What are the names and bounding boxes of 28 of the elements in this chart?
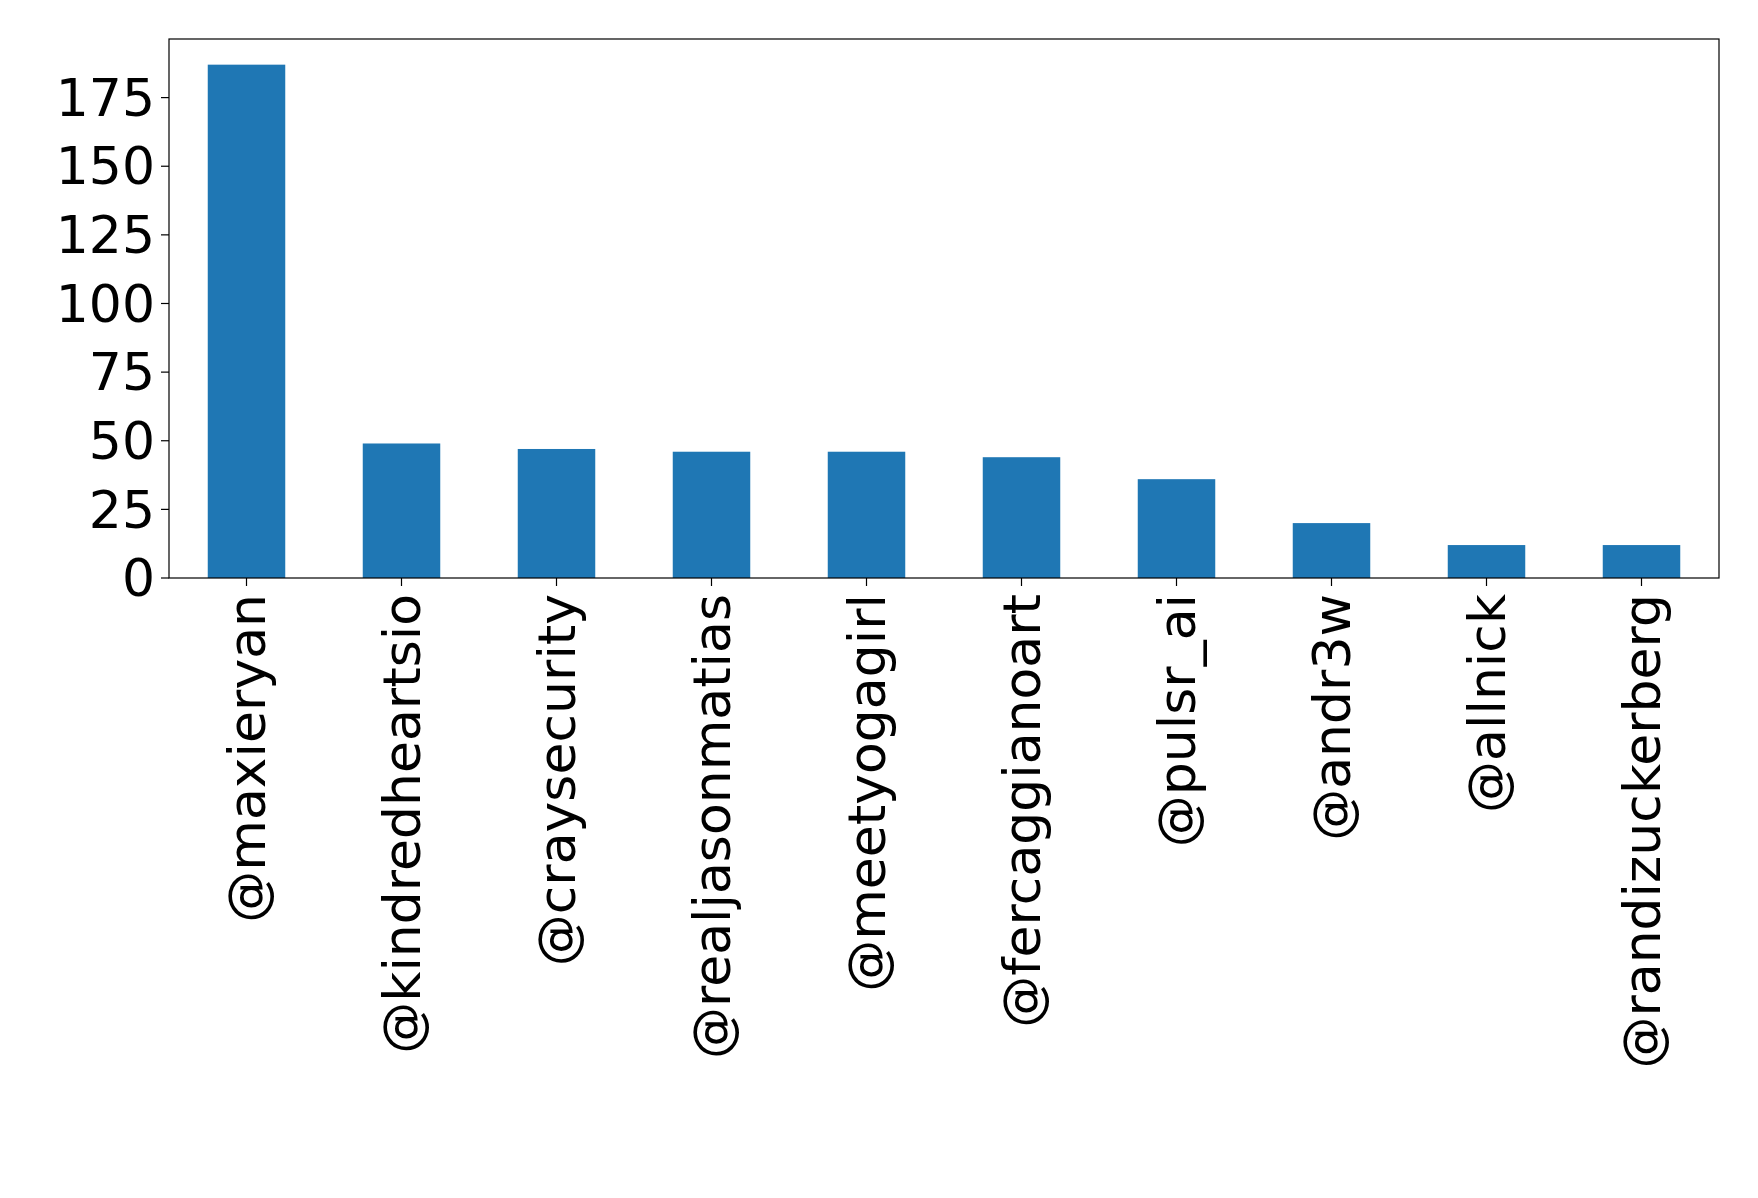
x-tick-label: @craysecurity: [526, 594, 587, 967]
bar: [517, 448, 596, 578]
y-tick-label: 100: [55, 273, 155, 334]
bar: [1292, 523, 1371, 578]
bar: [362, 443, 441, 578]
y-tick-label: 25: [88, 479, 155, 540]
y-tick-label: 175: [55, 67, 155, 128]
x-tick-label: @kindredheartsio: [371, 594, 432, 1054]
bar: [1447, 545, 1526, 578]
x-tick-label: @allnick: [1456, 594, 1517, 813]
y-tick-label: 125: [55, 205, 155, 266]
bar: [827, 451, 906, 578]
y-tick-label: 50: [88, 410, 155, 471]
bar: [672, 451, 751, 578]
x-tick-label: @pulsr_ai: [1146, 594, 1207, 848]
x-tick-label: @realjasonmatias: [681, 594, 742, 1060]
bar: [1137, 479, 1216, 578]
x-tick-label: @andr3w: [1301, 594, 1362, 841]
bar: [207, 64, 286, 578]
bar: [1602, 545, 1681, 578]
x-tick-label: @meetyogagirl: [836, 594, 897, 992]
x-tick-label: @randizuckerberg: [1611, 594, 1672, 1069]
x-tick-label: @fercaggianoart: [991, 594, 1052, 1028]
bar: [982, 457, 1061, 578]
y-tick-label: 150: [55, 136, 155, 197]
x-tick-label: @maxieryan: [216, 594, 277, 923]
y-tick-label: 0: [121, 548, 155, 609]
y-tick-label: 75: [88, 342, 155, 403]
